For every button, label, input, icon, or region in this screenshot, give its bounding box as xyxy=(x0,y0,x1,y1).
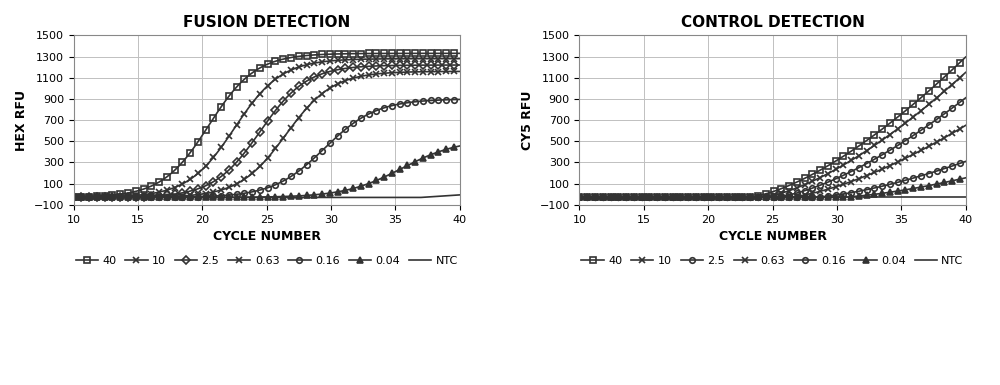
X-axis label: CYCLE NUMBER: CYCLE NUMBER xyxy=(213,230,321,243)
Legend: 40, 10, 2.5, 0.63, 0.16, 0.04, NTC: 40, 10, 2.5, 0.63, 0.16, 0.04, NTC xyxy=(577,252,968,271)
Title: CONTROL DETECTION: CONTROL DETECTION xyxy=(681,15,864,30)
Y-axis label: CY5 RFU: CY5 RFU xyxy=(521,90,534,150)
Legend: 40, 10, 2.5, 0.63, 0.16, 0.04, NTC: 40, 10, 2.5, 0.63, 0.16, 0.04, NTC xyxy=(71,252,462,271)
X-axis label: CYCLE NUMBER: CYCLE NUMBER xyxy=(719,230,827,243)
Title: FUSION DETECTION: FUSION DETECTION xyxy=(183,15,350,30)
Y-axis label: HEX RFU: HEX RFU xyxy=(15,90,28,151)
